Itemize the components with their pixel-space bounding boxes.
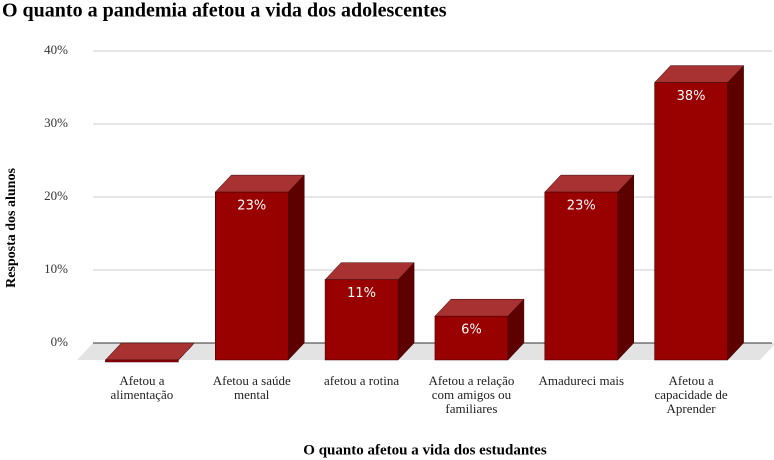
bar-side [727,64,744,361]
bar [654,64,745,361]
x-tick-label: Afetou a saúde mental [212,373,291,402]
data-label: 0% [132,367,153,382]
x-axis-title: O quanto afetou a vida dos estudantes [303,442,547,458]
bar-top [654,65,745,83]
x-tick-label: Amadureci mais [538,373,625,388]
y-tick-label: 10% [44,261,68,276]
bar-front [434,315,509,361]
bar-top [544,174,635,193]
chart-title: O quanto a pandemia afetou a vida dos ad… [2,0,447,22]
bar-front [324,279,399,361]
y-tick-label: 20% [44,188,68,203]
bar [324,262,415,361]
bar-top [434,298,525,317]
x-tick-label: Afetou a relação com amigos ou familiare… [428,373,515,416]
data-label: 23% [567,199,596,214]
y-tick-label: 30% [44,115,68,130]
data-label: 23% [237,199,266,214]
bar-top [214,174,305,193]
data-label: 6% [461,323,482,338]
bar [544,174,635,361]
bar [214,174,305,361]
bar-front [654,82,728,361]
bar-top [324,262,415,280]
data-label: 38% [677,89,706,104]
bar-front [105,359,179,363]
bar-front [215,191,289,361]
bar-side [617,174,634,361]
y-axis-title: Resposta dos alunos [4,168,19,288]
y-tick-label: 0% [51,334,69,349]
data-label: 11% [347,286,376,301]
bar-side [288,174,305,361]
bar [434,298,525,361]
bar-top [104,342,195,361]
x-tick-label: afetou a rotina [324,373,400,388]
x-tick-label: Afetou a capacidade de Aprender [654,373,728,416]
x-tick-label: Afetou a alimentação [110,373,174,402]
y-tick-label: 40% [44,42,68,57]
bar [104,342,195,363]
bar-front [544,191,618,361]
